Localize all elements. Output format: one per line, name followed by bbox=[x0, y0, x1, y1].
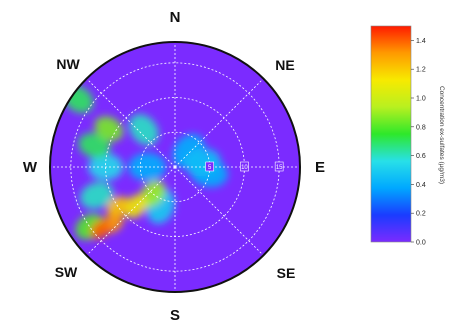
colorbar: 0.0 0.2 0.4 0.6 0.8 1.0 1.2 1.4 Concentration e… bbox=[370, 25, 445, 247]
colorbar-tick-label: 0.8 bbox=[416, 124, 426, 131]
radial-ring-labels: 5 10 15 bbox=[205, 161, 284, 172]
compass-labels: N NE E SE S SW W NW bbox=[23, 9, 325, 324]
colorbar-tick-label: 0.6 bbox=[416, 153, 426, 160]
concentration-hotspot bbox=[124, 194, 148, 218]
compass-label-se: SE bbox=[277, 265, 296, 281]
ring-label: 10 bbox=[241, 165, 248, 171]
concentration-hotspot bbox=[94, 116, 124, 142]
compass-label-n: N bbox=[170, 9, 181, 26]
concentration-hotspot bbox=[128, 114, 159, 146]
ring-label: 5 bbox=[208, 165, 212, 171]
colorbar-fill bbox=[370, 25, 412, 243]
colorbar-tick-label: 1.4 bbox=[416, 38, 426, 45]
compass-label-sw: SW bbox=[55, 264, 78, 280]
colorbar-tick-label: 0.0 bbox=[416, 240, 426, 247]
colorbar-tick-label: 0.2 bbox=[416, 211, 426, 218]
colorbar-tick-label: 0.4 bbox=[416, 182, 426, 189]
colorbar-title: Concentration ex-sulfates (µg/m3) bbox=[438, 86, 445, 184]
compass-label-nw: NW bbox=[56, 56, 80, 72]
grid-spoke bbox=[86, 78, 176, 168]
polar-outer-rim bbox=[49, 41, 301, 293]
grid-spoke bbox=[174, 78, 264, 168]
compass-label-e: E bbox=[315, 159, 325, 176]
concentration-hotspot bbox=[79, 182, 114, 209]
concentration-hotspot bbox=[128, 152, 166, 182]
concentration-hotspot bbox=[106, 196, 130, 218]
compass-label-w: W bbox=[23, 159, 38, 176]
grid-spoke bbox=[174, 166, 264, 256]
colorbar-ticks: 0.0 0.2 0.4 0.6 0.8 1.0 1.2 1.4 bbox=[411, 38, 426, 247]
ring-label: 15 bbox=[276, 165, 283, 171]
colorbar-tick-label: 1.0 bbox=[416, 96, 426, 103]
grid-spoke bbox=[86, 166, 176, 256]
colorbar-tick-label: 1.2 bbox=[416, 67, 426, 74]
compass-label-ne: NE bbox=[275, 57, 294, 73]
compass-label-s: S bbox=[170, 307, 180, 324]
ring-label-box bbox=[274, 161, 284, 172]
ring-label-box bbox=[205, 161, 215, 172]
concentration-hotspot bbox=[78, 132, 111, 159]
ring-label-box bbox=[240, 161, 249, 172]
